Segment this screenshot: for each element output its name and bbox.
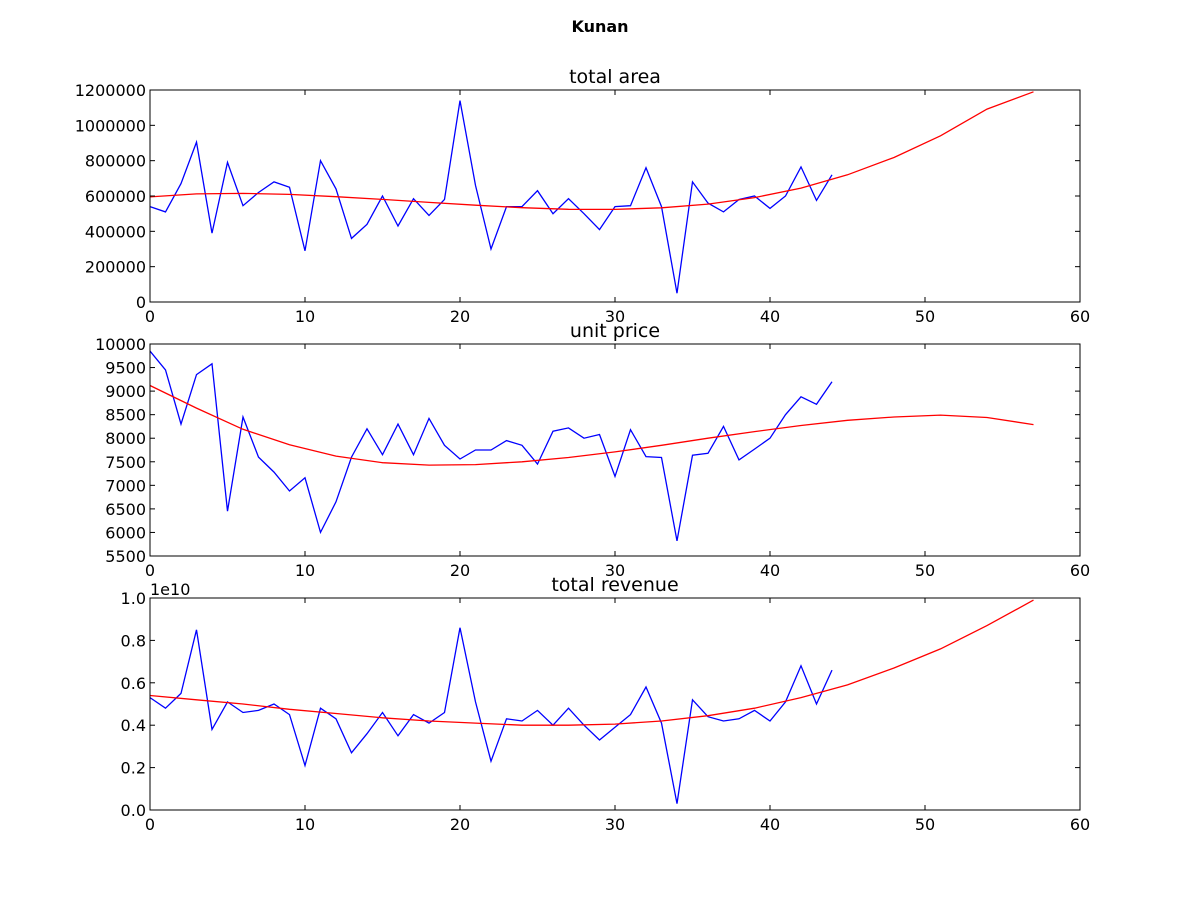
chart-1-ytick-label-6: 8500 xyxy=(105,406,146,425)
figure-suptitle: Kunan xyxy=(571,17,628,36)
chart-0-ytick-label-4: 800000 xyxy=(85,152,146,171)
chart-2-xtick-label-5: 50 xyxy=(915,815,935,834)
chart-2-xtick-label-0: 0 xyxy=(145,815,155,834)
chart-0-ytick-label-3: 600000 xyxy=(85,187,146,206)
chart-1-xtick-label-5: 50 xyxy=(915,561,935,580)
chart-1-ytick-label-0: 5500 xyxy=(105,547,146,566)
chart-2-xtick-label-6: 60 xyxy=(1070,815,1090,834)
chart-1-xtick-label-0: 0 xyxy=(145,561,155,580)
chart-1-xtick-label-3: 30 xyxy=(605,561,625,580)
chart-1-ytick-label-9: 10000 xyxy=(95,335,146,354)
chart-0-xtick-label-2: 20 xyxy=(450,307,470,326)
chart-1-series-0-line xyxy=(149,350,833,542)
chart-1-xtick-label-4: 40 xyxy=(760,561,780,580)
chart-1-frame xyxy=(149,343,1081,557)
chart-0-ytick-label-5: 1000000 xyxy=(75,116,146,135)
chart-0-ytick-label-0: 0 xyxy=(136,293,146,312)
subplots-group: 0 10 20 30 40 50 60020000040000060000080000010… xyxy=(75,66,1090,834)
chart-2-xtick-label-2: 20 xyxy=(450,815,470,834)
chart-0-xtick-label-5: 50 xyxy=(915,307,935,326)
chart-1-ytick-label-8: 9500 xyxy=(105,359,146,378)
chart-2-title: total revenue xyxy=(551,574,678,596)
chart-2-offset-label: 1e10 xyxy=(150,580,190,599)
chart-1-title: unit price xyxy=(570,320,660,342)
chart-0-xtick-label-1: 10 xyxy=(295,307,315,326)
chart-2-xtick-label-4: 40 xyxy=(760,815,780,834)
chart-0-xtick-label-6: 60 xyxy=(1070,307,1090,326)
chart-2-ytick-label-3: 0.6 xyxy=(121,674,146,693)
chart-2-frame xyxy=(149,597,1081,811)
chart-0-xtick-label-0: 0 xyxy=(145,307,155,326)
chart-0-series-0-line xyxy=(149,100,833,294)
chart-2-axes: 0 10 20 30 40 50 60 0.0 0.2 0.4 0.6 0.8 1.0 total rev… xyxy=(121,574,1091,834)
chart-2-ytick-label-2: 0.4 xyxy=(121,716,146,735)
chart-1-series-1-line xyxy=(149,384,1034,466)
chart-1-ytick-label-5: 8000 xyxy=(105,429,146,448)
chart-0-ytick-label-1: 200000 xyxy=(85,258,146,277)
chart-2-xtick-label-3: 30 xyxy=(605,815,625,834)
chart-1-ytick-label-2: 6500 xyxy=(105,500,146,519)
chart-2-ytick-label-1: 0.2 xyxy=(121,759,146,778)
chart-0-xtick-label-4: 40 xyxy=(760,307,780,326)
chart-0-axes: 0 10 20 30 40 50 60 0 200000 400000 600000 800000 10… xyxy=(75,66,1090,326)
chart-1-ytick-label-7: 9000 xyxy=(105,382,146,401)
chart-0-title: total area xyxy=(569,66,661,88)
chart-1-ytick-label-3: 7000 xyxy=(105,476,146,495)
chart-2-series-0-line xyxy=(149,627,833,804)
chart-2-ytick-label-4: 0.8 xyxy=(121,631,146,650)
chart-0-frame xyxy=(149,89,1081,303)
chart-1-axes: 0 10 20 30 40 50 60 5500 6000 6500 7000 7500 8000 850… xyxy=(95,320,1090,580)
chart-1-ytick-label-4: 7500 xyxy=(105,453,146,472)
chart-2-ytick-label-5: 1.0 xyxy=(121,589,146,608)
chart-1-xtick-label-6: 60 xyxy=(1070,561,1090,580)
chart-2-xtick-label-1: 10 xyxy=(295,815,315,834)
chart-1-xtick-label-2: 20 xyxy=(450,561,470,580)
chart-1-xtick-label-1: 10 xyxy=(295,561,315,580)
chart-2-series-1-line xyxy=(149,599,1034,726)
chart-1-ytick-label-1: 6000 xyxy=(105,523,146,542)
chart-0-ytick-label-2: 400000 xyxy=(85,222,146,241)
chart-0-ytick-label-6: 1200000 xyxy=(75,81,146,100)
chart-2-ytick-label-0: 0.0 xyxy=(121,801,146,820)
chart-0-series-1-line xyxy=(149,91,1034,211)
chart-0-xtick-label-3: 30 xyxy=(605,307,625,326)
